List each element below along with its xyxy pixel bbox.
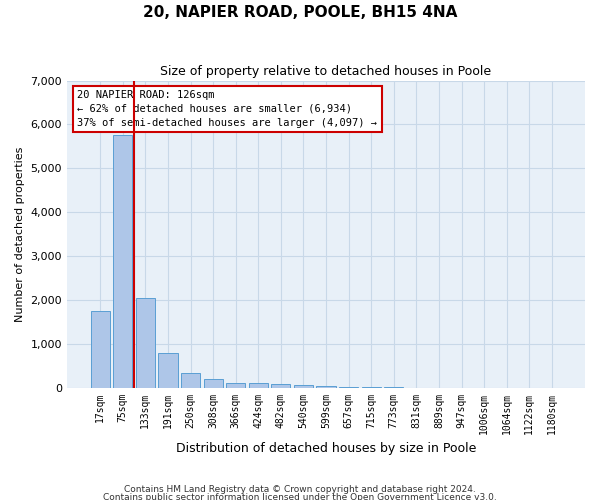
- Bar: [271, 384, 290, 388]
- X-axis label: Distribution of detached houses by size in Poole: Distribution of detached houses by size …: [176, 442, 476, 455]
- Text: Contains HM Land Registry data © Crown copyright and database right 2024.: Contains HM Land Registry data © Crown c…: [124, 486, 476, 494]
- Bar: [203, 380, 223, 388]
- Bar: [248, 383, 268, 388]
- Bar: [113, 136, 133, 388]
- Bar: [316, 386, 335, 388]
- Text: Contains public sector information licensed under the Open Government Licence v3: Contains public sector information licen…: [103, 492, 497, 500]
- Text: 20 NAPIER ROAD: 126sqm
← 62% of detached houses are smaller (6,934)
37% of semi-: 20 NAPIER ROAD: 126sqm ← 62% of detached…: [77, 90, 377, 128]
- Bar: [136, 298, 155, 388]
- Y-axis label: Number of detached properties: Number of detached properties: [15, 146, 25, 322]
- Bar: [91, 311, 110, 388]
- Bar: [339, 387, 358, 388]
- Bar: [294, 386, 313, 388]
- Bar: [226, 383, 245, 388]
- Bar: [158, 352, 178, 388]
- Bar: [181, 373, 200, 388]
- Text: 20, NAPIER ROAD, POOLE, BH15 4NA: 20, NAPIER ROAD, POOLE, BH15 4NA: [143, 5, 457, 20]
- Title: Size of property relative to detached houses in Poole: Size of property relative to detached ho…: [160, 65, 491, 78]
